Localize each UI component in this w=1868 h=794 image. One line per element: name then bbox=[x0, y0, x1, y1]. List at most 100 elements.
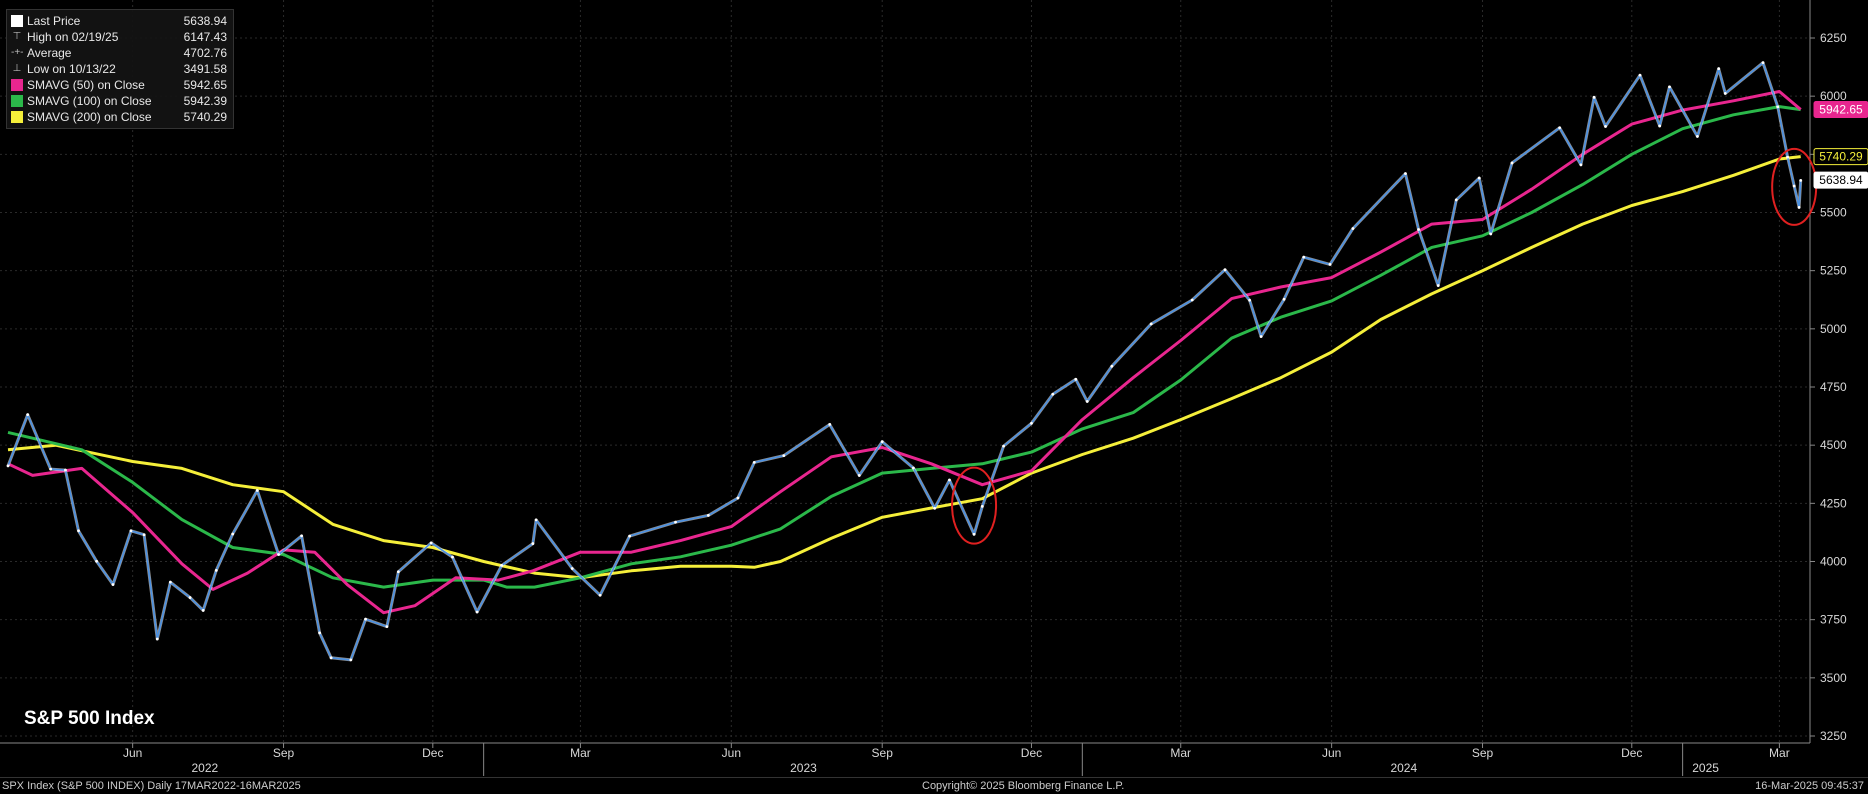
legend-value: 5942.65 bbox=[183, 78, 227, 92]
x-tick-label: Jun bbox=[722, 746, 741, 760]
price-point bbox=[64, 468, 67, 472]
price-point bbox=[475, 610, 479, 614]
price-point bbox=[1510, 161, 1514, 165]
price-point bbox=[1792, 184, 1796, 188]
legend-label: High on 02/19/25 bbox=[27, 30, 119, 44]
y-tick-label: 5000 bbox=[1820, 322, 1847, 336]
legend-marker-icon: ⊤ bbox=[12, 31, 22, 42]
legend-item: SMAVG (200) on Close 5740.29 bbox=[11, 109, 227, 125]
x-tick-label: Jun bbox=[1322, 746, 1341, 760]
y-tick-label: 3250 bbox=[1820, 729, 1847, 743]
price-point bbox=[142, 533, 146, 537]
price-point bbox=[880, 440, 884, 444]
price-point bbox=[534, 518, 538, 522]
price-point bbox=[188, 596, 192, 599]
legend-item: ⊤ High on 02/19/25 6147.43 bbox=[11, 29, 227, 45]
price-point bbox=[972, 532, 976, 536]
price-point bbox=[1074, 377, 1078, 381]
legend-marker-icon: -+- bbox=[11, 47, 24, 58]
value-label-box bbox=[1813, 148, 1868, 166]
x-tick-label: Mar bbox=[1170, 746, 1191, 760]
price-point bbox=[1190, 298, 1194, 302]
price-point bbox=[1717, 67, 1721, 71]
price-point bbox=[628, 534, 632, 538]
price-point bbox=[1002, 444, 1005, 448]
sma-line-100 bbox=[7, 105, 1801, 589]
x-tick-label: Dec bbox=[1621, 746, 1642, 760]
y-tick-label: 4000 bbox=[1820, 555, 1847, 569]
value-label: 5638.94 bbox=[1819, 173, 1863, 187]
price-point bbox=[77, 529, 80, 533]
annotation-circle bbox=[951, 466, 998, 545]
price-point bbox=[1030, 421, 1033, 425]
price-point bbox=[1223, 268, 1227, 272]
legend-value: 5638.94 bbox=[183, 14, 227, 28]
x-tick-label: Mar bbox=[1769, 746, 1790, 760]
price-point bbox=[1638, 73, 1642, 77]
price-point bbox=[828, 423, 832, 426]
price-line bbox=[7, 61, 1802, 661]
price-point bbox=[948, 478, 951, 482]
sma-line-50 bbox=[7, 90, 1802, 615]
price-point bbox=[300, 534, 303, 538]
price-point bbox=[95, 559, 98, 563]
legend-item: -+- Average 4702.76 bbox=[11, 45, 227, 61]
chart-title: S&P 500 Index bbox=[24, 708, 155, 729]
price-point bbox=[1248, 298, 1252, 302]
price-point bbox=[674, 520, 677, 524]
x-tick-label: Dec bbox=[1021, 746, 1042, 760]
footer-copyright: Copyright© 2025 Bloomberg Finance L.P. bbox=[922, 780, 1125, 792]
price-point bbox=[1436, 284, 1440, 287]
value-label: 5740.29 bbox=[1819, 150, 1863, 164]
price-point bbox=[451, 555, 454, 559]
y-tick-label: 5250 bbox=[1820, 264, 1847, 278]
footer-bar: SPX Index (S&P 500 INDEX) Daily 17MAR202… bbox=[0, 777, 1868, 794]
price-point bbox=[1149, 322, 1153, 326]
price-point bbox=[1776, 105, 1780, 109]
footer-security-description: SPX Index (S&P 500 INDEX) Daily 17MAR202… bbox=[2, 780, 301, 792]
price-point bbox=[429, 541, 433, 545]
price-point bbox=[318, 631, 322, 635]
price-point bbox=[706, 514, 710, 517]
legend-label: SMAVG (50) on Close bbox=[27, 78, 145, 92]
legend-marker-icon: ⊥ bbox=[12, 63, 22, 74]
x-tick-label: Mar bbox=[570, 746, 591, 760]
legend-label: SMAVG (200) on Close bbox=[27, 110, 152, 124]
price-point bbox=[364, 617, 367, 621]
price-point bbox=[1695, 135, 1699, 138]
chart-legend: Last Price 5638.94 ⊤ High on 02/19/25 6147.4… bbox=[6, 9, 234, 129]
sma-line-200 bbox=[7, 155, 1801, 580]
price-point bbox=[385, 625, 389, 629]
price-point bbox=[598, 593, 602, 597]
price-point bbox=[570, 567, 574, 570]
x-year-label: 2023 bbox=[790, 761, 817, 775]
legend-value: 5740.29 bbox=[183, 110, 227, 124]
price-point bbox=[1723, 91, 1727, 95]
price-point bbox=[736, 496, 740, 500]
price-point bbox=[1558, 126, 1562, 130]
legend-label: Low on 10/13/22 bbox=[27, 62, 116, 76]
x-tick-label: Sep bbox=[1472, 746, 1494, 760]
price-point bbox=[1604, 125, 1607, 128]
legend-swatch bbox=[11, 95, 23, 107]
x-tick-label: Jun bbox=[123, 746, 142, 760]
price-point bbox=[980, 504, 984, 508]
legend-label: Last Price bbox=[27, 14, 81, 28]
legend-swatch bbox=[11, 111, 23, 123]
price-point bbox=[1477, 176, 1481, 180]
legend-value: 4702.76 bbox=[183, 46, 227, 60]
price-point bbox=[396, 570, 400, 574]
x-year-label: 2022 bbox=[191, 761, 218, 775]
x-year-label: 2025 bbox=[1692, 761, 1719, 775]
price-point bbox=[329, 656, 333, 660]
price-point bbox=[277, 553, 281, 556]
price-point bbox=[1579, 163, 1583, 167]
price-point bbox=[1051, 392, 1055, 396]
price-point bbox=[168, 580, 172, 584]
price-point bbox=[1259, 335, 1263, 338]
price-point bbox=[1668, 85, 1671, 89]
price-point bbox=[1404, 172, 1407, 176]
price-point bbox=[500, 564, 504, 567]
price-point bbox=[1489, 232, 1493, 236]
legend-item: Last Price 5638.94 bbox=[11, 13, 227, 29]
